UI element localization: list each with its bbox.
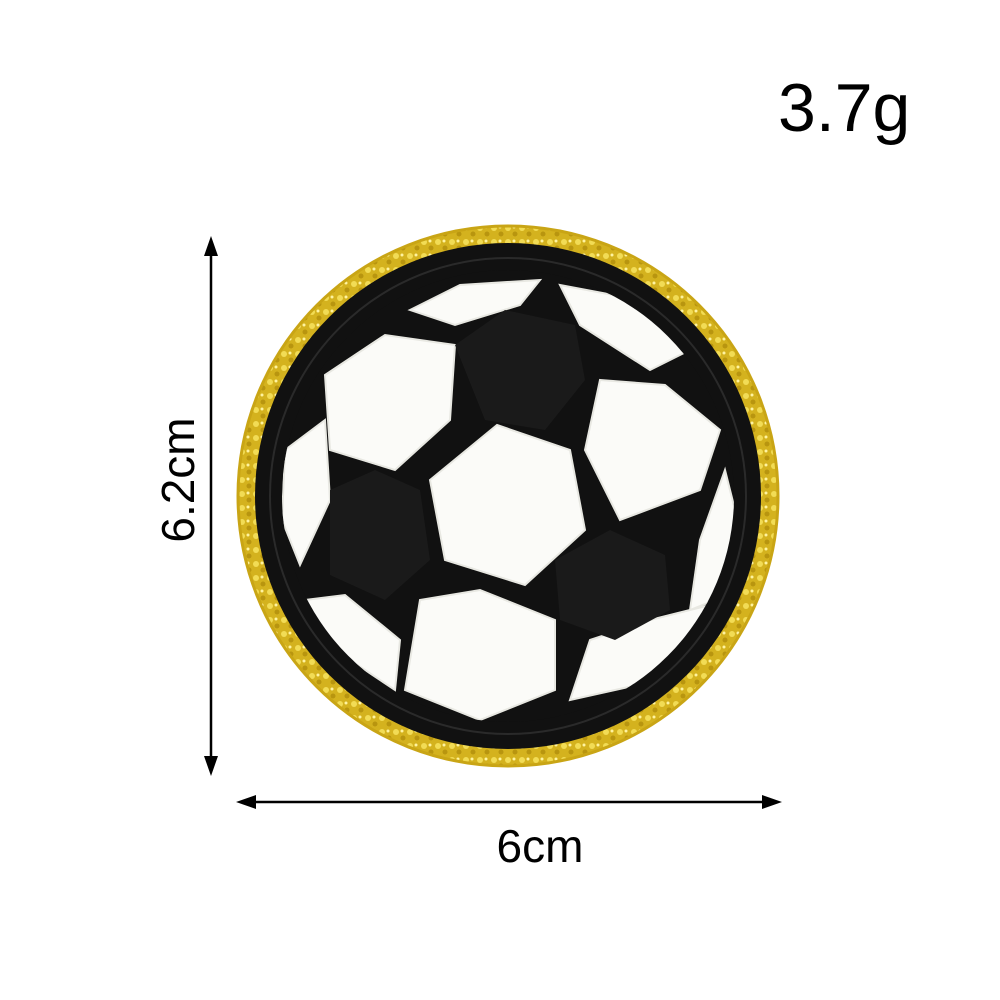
width-label: 6cm — [496, 820, 584, 872]
weight-label: 3.7g — [778, 70, 911, 146]
